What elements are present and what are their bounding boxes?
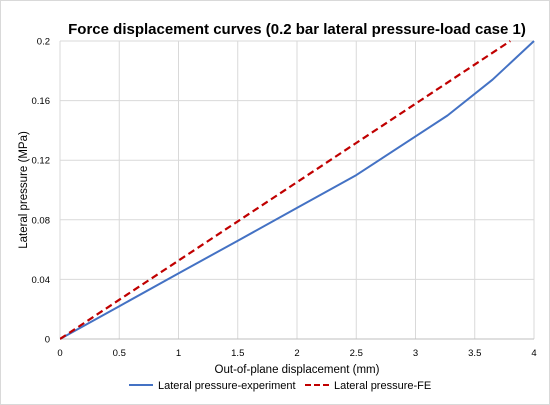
x-tick-label: 2.5 [350, 348, 363, 359]
x-tick-labels: 0 0.5 1 1.5 2 2.5 3 3.5 4 [57, 348, 536, 359]
y-tick-label: 0.08 [32, 215, 51, 226]
y-tick-label: 0.16 [32, 96, 51, 107]
x-tick-label: 0 [57, 348, 62, 359]
x-tick-label: 2 [294, 348, 299, 359]
legend-entry-fe: Lateral pressure-FE [305, 380, 431, 392]
x-tick-label: 1.5 [231, 348, 244, 359]
chart-title: Force displacement curves (0.2 bar later… [68, 21, 526, 38]
x-axis-label: Out-of-plane displacement (mm) [215, 364, 380, 376]
y-tick-label: 0.04 [32, 275, 51, 286]
legend-label: Lateral pressure-experiment [158, 380, 296, 392]
series-line-experiment [60, 40, 535, 340]
legend-label: Lateral pressure-FE [334, 380, 431, 392]
series-lines [60, 40, 535, 340]
y-tick-label: 0 [45, 335, 50, 346]
series-line-fe [60, 40, 511, 340]
x-tick-label: 3.5 [468, 348, 481, 359]
legend: Lateral pressure-experiment Lateral press… [129, 380, 431, 392]
x-tick-label: 1 [176, 348, 181, 359]
legend-entry-experiment: Lateral pressure-experiment [129, 380, 296, 392]
grid [59, 40, 535, 340]
y-axis-label: Lateral pressure (MPa) [18, 131, 30, 249]
x-tick-label: 4 [531, 348, 536, 359]
y-tick-label: 0.2 [37, 37, 50, 48]
y-tick-label: 0.12 [32, 156, 51, 167]
y-tick-labels: 0 0.04 0.08 0.12 0.16 0.2 [32, 37, 51, 346]
x-tick-label: 3 [413, 348, 418, 359]
x-tick-label: 0.5 [113, 348, 126, 359]
